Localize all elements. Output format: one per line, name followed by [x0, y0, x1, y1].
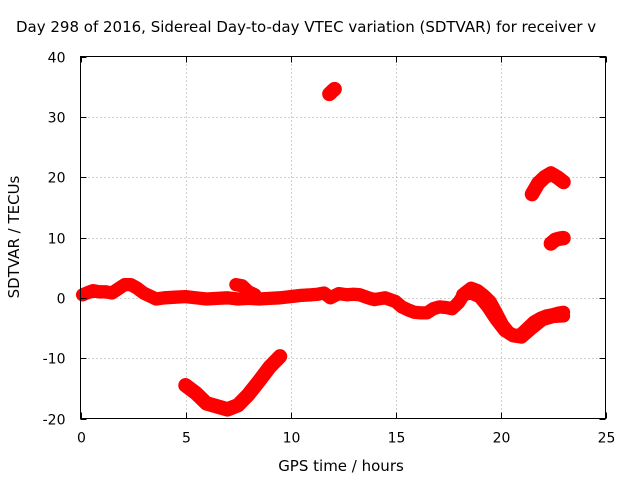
y-tick-label: 10: [48, 232, 66, 248]
series-line: [229, 277, 262, 302]
y-axis-title: SDTVAR / TECUs: [5, 175, 23, 298]
y-tick-label: 20: [48, 171, 66, 187]
series-line: [524, 166, 571, 202]
y-tick-label: 40: [48, 51, 66, 67]
x-tick-label: 20: [493, 431, 511, 447]
series-line: [456, 286, 571, 344]
x-tick-label: 15: [388, 431, 406, 447]
x-tick-labels: 0 5 10 15 20 25: [77, 431, 615, 447]
x-axis-title: GPS time / hours: [278, 457, 404, 475]
y-tick-label: -20: [43, 413, 66, 429]
y-tick-label: 0: [57, 292, 66, 308]
y-tick-labels: -20 -10 0 10 20 30 40: [43, 51, 66, 429]
y-tick-label: -10: [43, 352, 66, 368]
x-tick-label: 5: [182, 431, 191, 447]
series-layer: [75, 81, 571, 417]
grid: [80, 56, 606, 419]
series-line: [178, 349, 288, 417]
x-tick-label: 10: [283, 431, 301, 447]
ticks: [80, 56, 607, 420]
plot-frame: [80, 56, 606, 419]
y-tick-label: 30: [48, 111, 66, 127]
x-tick-label: 25: [598, 431, 616, 447]
series-line: [322, 81, 342, 102]
series-line: [543, 230, 571, 251]
x-tick-label: 0: [77, 431, 86, 447]
chart-title: Day 298 of 2016, Sidereal Day-to-day VTE…: [16, 18, 596, 36]
